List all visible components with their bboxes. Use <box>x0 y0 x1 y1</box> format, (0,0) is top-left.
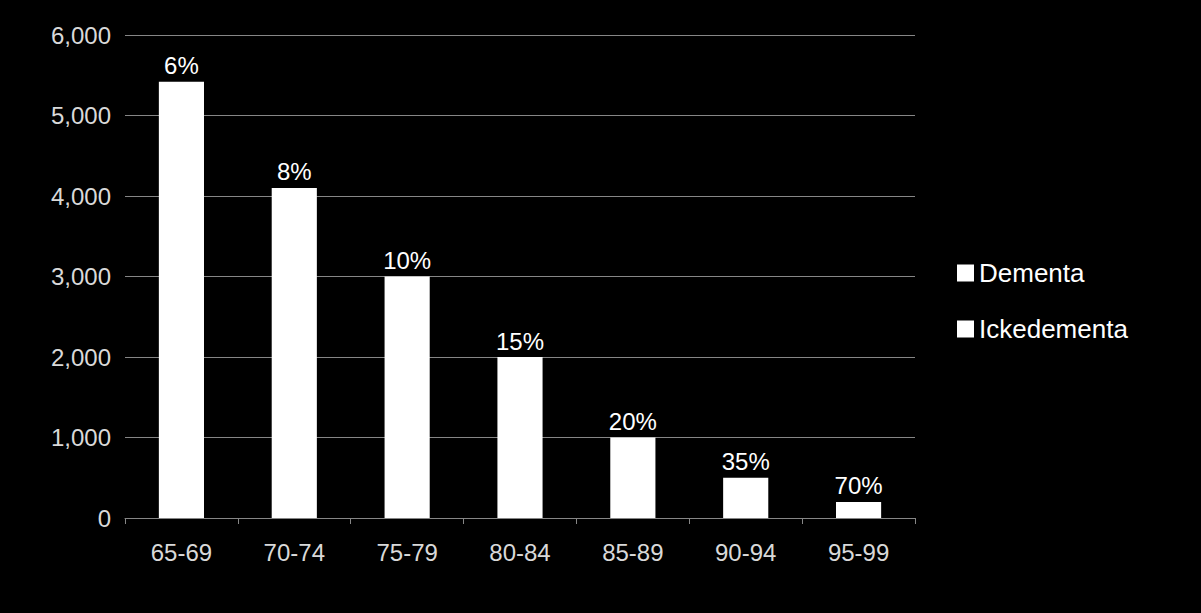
svg-text:4,000: 4,000 <box>51 183 111 210</box>
svg-text:Ickedementa: Ickedementa <box>979 314 1128 344</box>
svg-text:6,000: 6,000 <box>51 22 111 49</box>
svg-text:10%: 10% <box>383 247 431 274</box>
svg-text:2,000: 2,000 <box>51 344 111 371</box>
svg-text:Dementa: Dementa <box>979 258 1085 288</box>
svg-text:5,000: 5,000 <box>51 102 111 129</box>
svg-text:1,000: 1,000 <box>51 424 111 451</box>
svg-text:0: 0 <box>98 505 111 532</box>
svg-text:20%: 20% <box>609 408 657 435</box>
svg-text:3,000: 3,000 <box>51 263 111 290</box>
svg-text:75-79: 75-79 <box>376 539 437 566</box>
svg-text:85-89: 85-89 <box>602 539 663 566</box>
svg-text:80-84: 80-84 <box>489 539 550 566</box>
svg-text:65-69: 65-69 <box>151 539 212 566</box>
svg-text:15%: 15% <box>496 328 544 355</box>
svg-text:90-94: 90-94 <box>715 539 776 566</box>
svg-text:95-99: 95-99 <box>828 539 889 566</box>
svg-text:70-74: 70-74 <box>264 539 325 566</box>
svg-text:6%: 6% <box>164 52 199 79</box>
svg-text:35%: 35% <box>722 448 770 475</box>
svg-text:8%: 8% <box>277 158 312 185</box>
svg-text:70%: 70% <box>835 472 883 499</box>
